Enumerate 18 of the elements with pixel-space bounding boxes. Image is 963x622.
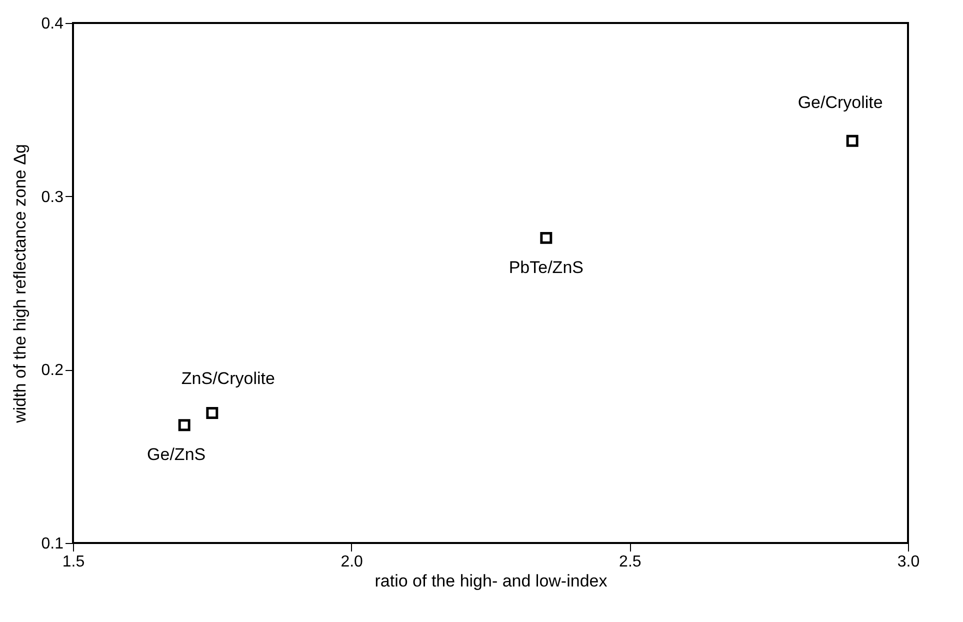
point: [206, 407, 218, 419]
x-tick-label: 3.0: [897, 554, 920, 570]
annotation: ZnS/Cryolite: [181, 369, 275, 388]
y-tick-label: 0.4: [41, 16, 64, 32]
point: [846, 134, 858, 147]
y-tick-label: 0.2: [41, 362, 64, 380]
annotation: Ge/ZnS: [147, 445, 206, 464]
annotation: PbTe/ZnS: [508, 258, 584, 277]
y-tick-label: 0.1: [41, 536, 64, 552]
x-axis-title: ratio of the high- and low-index: [374, 572, 608, 590]
x-tick-label: 2.0: [340, 554, 364, 570]
y-axis-title: width of the high reflectance zone Δg: [10, 144, 30, 424]
x-tick-label: 2.5: [619, 554, 642, 570]
annotation: Ge/Cryolite: [798, 92, 883, 112]
point: [178, 419, 190, 432]
x-tick-label: 1.5: [62, 554, 85, 570]
point: [540, 232, 552, 244]
y-tick-label: 0.3: [41, 188, 64, 206]
